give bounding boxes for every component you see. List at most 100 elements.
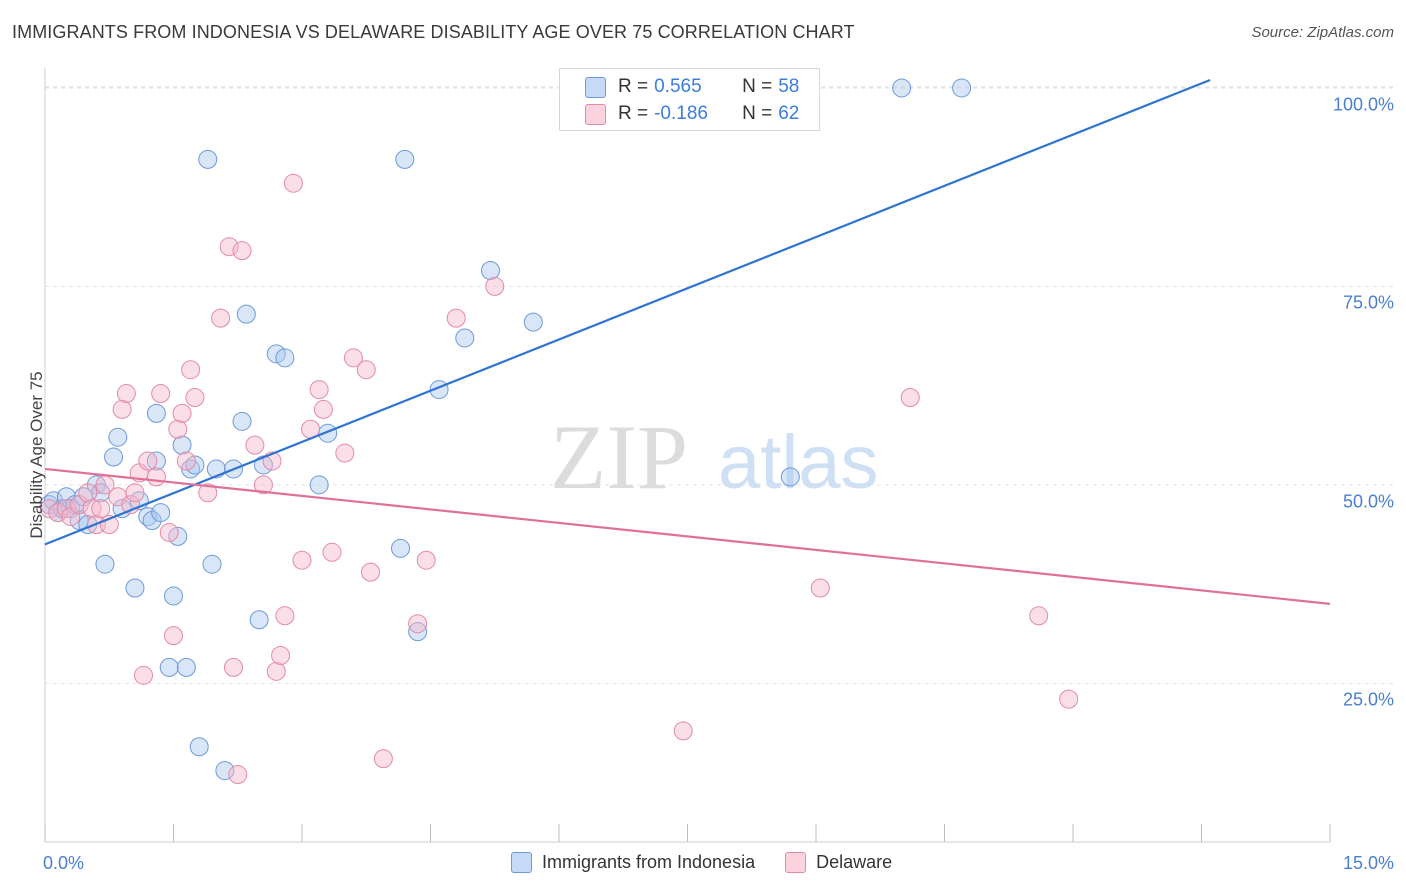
data-point-delaware — [1059, 689, 1079, 709]
data-point-indonesia — [95, 554, 115, 574]
data-point-delaware — [446, 308, 466, 328]
data-point-delaware — [292, 550, 312, 570]
data-point-delaware — [1029, 606, 1049, 626]
data-point-delaware — [125, 483, 145, 503]
data-point-indonesia — [172, 435, 192, 455]
data-point-delaware — [172, 403, 192, 423]
data-point-indonesia — [176, 657, 196, 677]
legend-swatch-blue — [585, 76, 606, 98]
legend-swatch-delaware — [785, 852, 807, 873]
data-point-delaware — [361, 562, 381, 582]
legend-label-indonesia: Immigrants from Indonesia — [542, 852, 756, 872]
y-axis-label: Disability Age Over 75 — [27, 371, 46, 539]
data-point-indonesia — [104, 447, 124, 467]
data-point-delaware — [91, 499, 111, 519]
data-point-indonesia — [952, 78, 972, 98]
x-tick-max: 15.0% — [1342, 853, 1394, 873]
legend-r-value: -0.186 — [654, 103, 708, 124]
data-point-delaware — [151, 384, 171, 404]
data-point-indonesia — [391, 538, 411, 558]
y-tick-label: 75.0% — [1342, 292, 1394, 313]
data-point-delaware — [159, 522, 179, 542]
data-point-delaware — [134, 665, 154, 685]
legend-r-label: R = — [618, 76, 649, 97]
data-point-delaware — [900, 388, 920, 407]
data-point-indonesia — [164, 586, 183, 606]
data-point-delaware — [253, 475, 273, 495]
data-point-delaware — [356, 360, 376, 380]
series-legend: Immigrants from Indonesia Delaware — [511, 852, 892, 873]
legend-row-delaware: R = -0.186 N = 62 — [585, 102, 799, 126]
trend-line-delaware — [44, 467, 1331, 605]
data-point-delaware — [219, 237, 239, 257]
data-point-delaware — [78, 483, 98, 503]
correlation-legend: R = 0.565 N = 58 R = -0.186 N = 62 — [559, 68, 820, 131]
data-point-delaware — [373, 749, 393, 769]
grid — [45, 86, 1395, 684]
data-point-delaware — [673, 721, 693, 741]
watermark-zip: ZIP — [550, 406, 688, 508]
data-point-delaware — [168, 419, 188, 439]
x-tick-min: 0.0% — [43, 853, 85, 873]
watermark-atlas: atlas — [718, 420, 879, 505]
data-point-delaware — [181, 360, 201, 380]
source-label: Source: ZipAtlas.com — [1251, 24, 1394, 41]
data-point-indonesia — [189, 737, 209, 757]
data-point-delaware — [343, 348, 363, 368]
axes — [44, 68, 1331, 843]
data-point-delaware — [416, 550, 436, 570]
data-point-indonesia — [408, 622, 428, 642]
data-point-delaware — [146, 467, 166, 487]
data-point-delaware — [198, 483, 218, 503]
legend-swatch-pink — [585, 103, 606, 125]
data-point-delaware — [223, 657, 243, 677]
data-point-indonesia — [215, 761, 235, 781]
legend-row-indonesia: R = 0.565 N = 58 — [585, 75, 799, 99]
data-point-indonesia — [249, 610, 269, 630]
data-point-indonesia — [146, 403, 166, 423]
data-point-indonesia — [151, 503, 171, 523]
data-point-delaware — [185, 388, 205, 407]
legend-r-value: 0.565 — [654, 76, 702, 97]
data-point-indonesia — [275, 348, 295, 368]
data-point-delaware — [164, 626, 183, 646]
data-point-indonesia — [198, 149, 218, 169]
data-point-indonesia — [236, 304, 256, 324]
chart-title: IMMIGRANTS FROM INDONESIA VS DELAWARE DI… — [12, 22, 855, 42]
legend-n-label: N = — [742, 76, 773, 97]
data-point-delaware — [313, 399, 333, 419]
data-point-delaware — [232, 241, 252, 261]
data-point-delaware — [112, 399, 132, 419]
data-point-indonesia — [202, 554, 222, 574]
data-point-delaware — [275, 606, 295, 626]
data-point-delaware — [271, 645, 291, 665]
watermark: ZIP atlas — [550, 406, 879, 508]
data-point-indonesia — [159, 657, 179, 677]
data-point-indonesia — [523, 312, 543, 332]
data-point-indonesia — [480, 261, 500, 280]
y-tick-label: 100.0% — [1332, 94, 1394, 115]
data-point-delaware — [211, 308, 231, 328]
data-point-indonesia — [108, 427, 128, 447]
legend-n-label: N = — [742, 103, 773, 124]
data-point-delaware — [485, 276, 505, 296]
legend-r-label: R = — [618, 103, 649, 124]
data-point-indonesia — [395, 149, 415, 169]
legend-n-value: 58 — [778, 76, 800, 97]
data-point-delaware — [309, 380, 329, 400]
data-point-indonesia — [455, 328, 475, 348]
legend-swatch-indonesia — [511, 852, 532, 873]
data-point-delaware — [245, 435, 265, 455]
data-point-delaware — [283, 173, 303, 193]
data-point-indonesia — [125, 578, 145, 598]
legend-label-delaware: Delaware — [816, 852, 893, 872]
y-tick-label: 50.0% — [1342, 491, 1394, 512]
data-point-delaware — [266, 661, 286, 681]
data-point-indonesia — [780, 467, 800, 487]
data-point-delaware — [810, 578, 830, 598]
trend-lines — [44, 78, 1331, 605]
data-point-indonesia — [232, 411, 252, 431]
data-point-delaware — [335, 443, 355, 463]
trend-line-indonesia — [44, 78, 1211, 546]
